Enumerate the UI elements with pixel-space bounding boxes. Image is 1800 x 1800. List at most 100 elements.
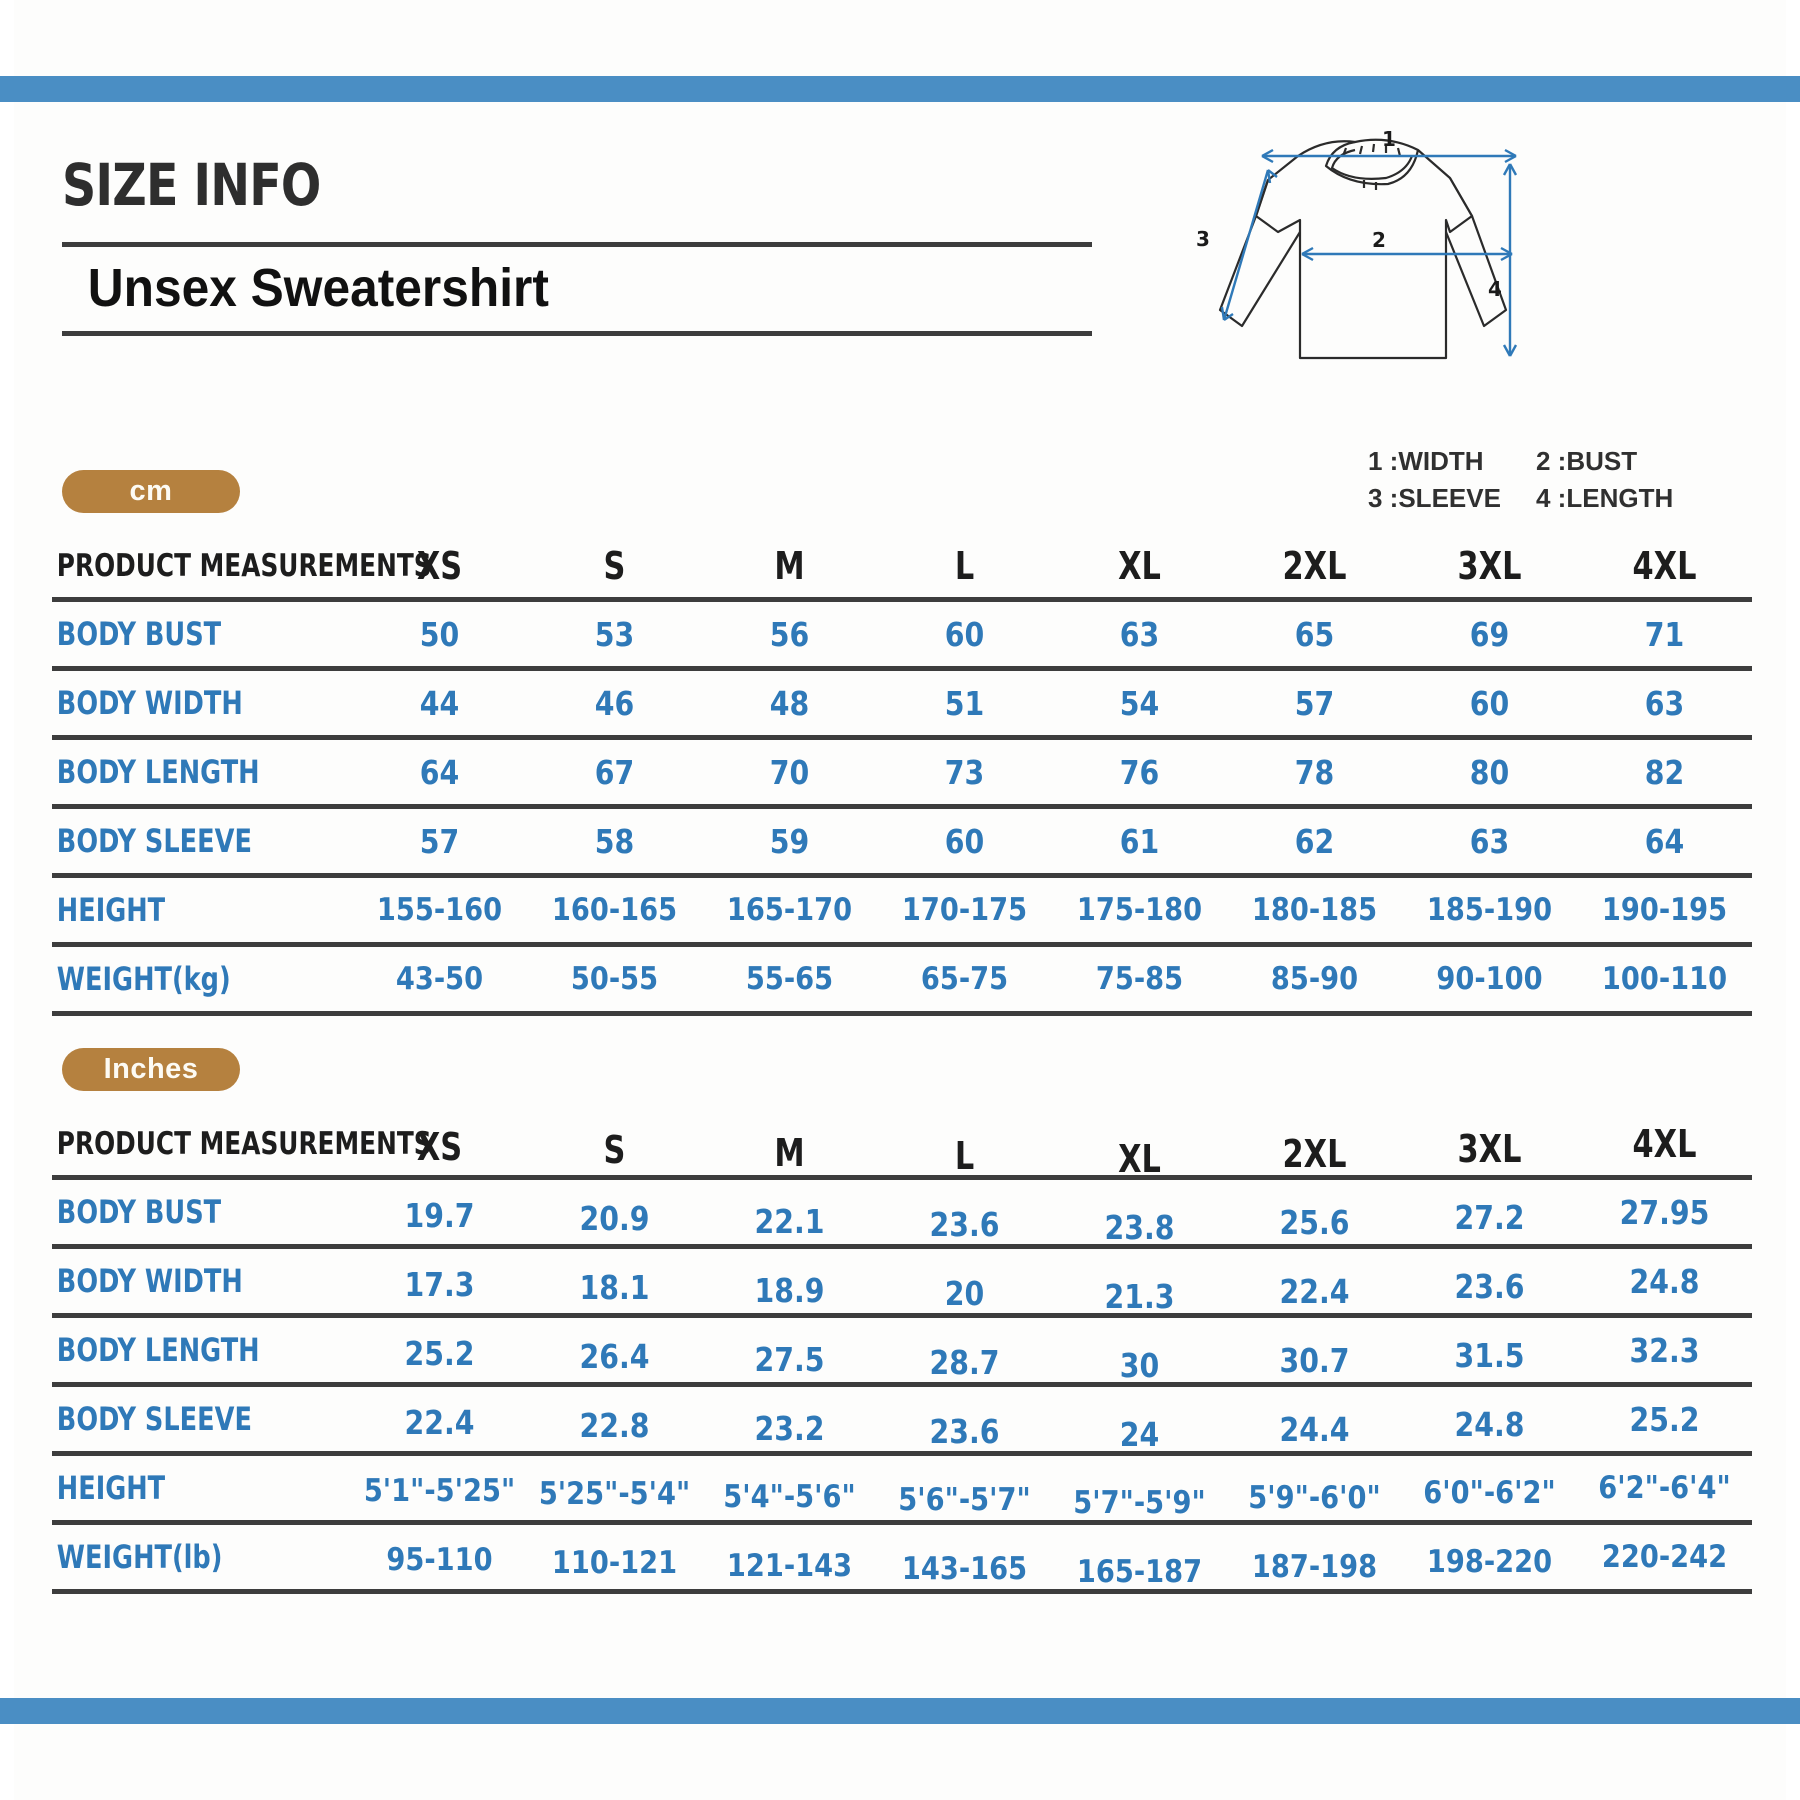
table-cell: 60 xyxy=(944,821,985,861)
legend-row: 3 :SLEEVE 4 :LENGTH xyxy=(1368,480,1704,517)
table-cell: 20 xyxy=(944,1273,985,1313)
marker-1-label: 1 xyxy=(1382,127,1396,151)
table-cell: 5'25"-5'4" xyxy=(538,1476,691,1512)
table-cell: 76 xyxy=(1119,752,1160,792)
table-cell: 23.6 xyxy=(929,1411,1000,1451)
table-cell: 220-242 xyxy=(1601,1539,1728,1575)
table-cell: 24.8 xyxy=(1454,1404,1525,1444)
page-subtitle: Unsex Sweatershirt xyxy=(87,257,549,318)
column-header-size: XS xyxy=(416,1125,463,1169)
table-cell: 165-187 xyxy=(1076,1554,1203,1590)
table-cell: 48 xyxy=(769,683,810,723)
table-cell: 165-170 xyxy=(726,892,853,928)
table-cell: 26.4 xyxy=(579,1336,650,1376)
table-cell: 6'0"-6'2" xyxy=(1423,1475,1556,1511)
column-header-measurements: PRODUCT MEASUREMENTS xyxy=(56,1126,432,1162)
table-row: HEIGHT 5'1"-5'25" 5'25"-5'4" 5'4"-5'6" 5'6"-… xyxy=(52,1456,1752,1521)
column-header-size: S xyxy=(603,544,626,588)
column-header-size: XL xyxy=(1118,1137,1161,1181)
size-table-cm: PRODUCT MEASUREMENTS XS S M L XL 2XL 3XL 4XL BODY… xyxy=(52,535,1752,1016)
table-cell: 46 xyxy=(594,683,635,723)
row-divider xyxy=(52,942,1752,947)
table-cell: 27.95 xyxy=(1619,1192,1710,1232)
table-cell: 58 xyxy=(594,821,635,861)
row-label: HEIGHT xyxy=(56,1469,166,1507)
row-label: BODY BUST xyxy=(56,1193,222,1231)
row-divider xyxy=(52,1451,1752,1456)
row-divider xyxy=(52,1175,1752,1180)
column-header-size: 2XL xyxy=(1282,1132,1347,1176)
table-cell: 50-55 xyxy=(570,961,659,997)
column-header-size: 3XL xyxy=(1457,544,1522,588)
column-header-size: XS xyxy=(416,544,463,588)
table-cell: 67 xyxy=(594,752,635,792)
table-cell: 22.8 xyxy=(579,1405,650,1445)
column-header-size: 2XL xyxy=(1282,544,1347,588)
title-rule-bottom xyxy=(62,330,1092,336)
row-divider xyxy=(52,873,1752,878)
table-row: BODY SLEEVE 57 58 59 60 61 62 63 64 xyxy=(52,809,1752,873)
table-cell: 53 xyxy=(594,614,635,654)
table-cell: 60 xyxy=(944,614,985,654)
table-cell: 23.8 xyxy=(1104,1207,1175,1247)
table-cell: 61 xyxy=(1119,821,1160,861)
table-cell: 64 xyxy=(419,752,460,792)
unit-badge-inches: Inches xyxy=(62,1048,240,1091)
table-cell: 24 xyxy=(1119,1414,1160,1454)
table-cell: 73 xyxy=(944,752,985,792)
marker-3-label: 3 xyxy=(1196,227,1210,251)
row-divider xyxy=(52,1313,1752,1318)
table-cell: 21.3 xyxy=(1104,1276,1175,1316)
table-cell: 110-121 xyxy=(551,1545,678,1581)
table-row: BODY LENGTH 25.2 26.4 27.5 28.7 30 30.7 31.5 32.… xyxy=(52,1318,1752,1385)
table-cell: 198-220 xyxy=(1426,1544,1553,1580)
row-divider xyxy=(52,1520,1752,1525)
table-cell: 5'1"-5'25" xyxy=(363,1473,516,1509)
table-row: BODY BUST 50 53 56 60 63 65 69 71 xyxy=(52,602,1752,666)
table-row: BODY BUST 19.7 20.9 22.1 23.6 23.8 25.6 27.2 27.… xyxy=(52,1180,1752,1247)
table-row: BODY SLEEVE 22.4 22.8 23.2 23.6 24 24.4 24.8 25.… xyxy=(52,1387,1752,1454)
table-cell: 24.8 xyxy=(1629,1261,1700,1301)
table-cell: 65-75 xyxy=(920,961,1009,997)
row-divider xyxy=(52,735,1752,740)
legend-item-length: 4 :LENGTH xyxy=(1536,482,1674,513)
table-cell: 78 xyxy=(1294,752,1335,792)
table-cell: 25.6 xyxy=(1279,1202,1350,1242)
table-cell: 6'2"-6'4" xyxy=(1598,1470,1731,1506)
table-cell: 27.2 xyxy=(1454,1197,1525,1237)
table-cell: 5'6"-5'7" xyxy=(898,1482,1031,1518)
table-cell: 22.4 xyxy=(404,1402,475,1442)
table-cell: 24.4 xyxy=(1279,1409,1350,1449)
table-cell: 90-100 xyxy=(1436,961,1543,997)
table-cell: 82 xyxy=(1644,752,1685,792)
row-label: BODY SLEEVE xyxy=(56,1400,252,1438)
table-row: WEIGHT(lb) 95-110 110-121 121-143 143-165 165… xyxy=(52,1525,1752,1590)
table-cell: 25.2 xyxy=(404,1333,475,1373)
row-label: WEIGHT(lb) xyxy=(56,1538,223,1576)
table-cell: 185-190 xyxy=(1426,892,1553,928)
column-header-size: L xyxy=(954,544,975,588)
table-cell: 69 xyxy=(1469,614,1510,654)
table-cell: 23.6 xyxy=(929,1204,1000,1244)
table-cell: 18.9 xyxy=(754,1270,825,1310)
column-header-size: 4XL xyxy=(1632,1122,1697,1166)
table-cell: 31.5 xyxy=(1454,1335,1525,1375)
table-cell: 30 xyxy=(1119,1345,1160,1385)
diagram-legend: 1 :WIDTH 2 :BUST 3 :SLEEVE 4 :LENGTH xyxy=(1368,443,1704,517)
table-cell: 27.5 xyxy=(754,1339,825,1379)
table-cell: 175-180 xyxy=(1076,892,1203,928)
row-divider xyxy=(52,597,1752,602)
table-cell: 23.2 xyxy=(754,1408,825,1448)
table-cell: 22.4 xyxy=(1279,1271,1350,1311)
table-cell: 143-165 xyxy=(901,1551,1028,1587)
table-cell: 28.7 xyxy=(929,1342,1000,1382)
row-label: HEIGHT xyxy=(56,891,166,929)
column-header-size: L xyxy=(954,1134,975,1178)
table-cell: 51 xyxy=(944,683,985,723)
top-accent-bar xyxy=(0,76,1800,102)
table-cell: 5'7"-5'9" xyxy=(1073,1485,1206,1521)
column-header-size: M xyxy=(774,544,805,588)
table-cell: 56 xyxy=(769,614,810,654)
garment-diagram: 1 2 3 4 xyxy=(1150,120,1570,390)
table-cell: 55-65 xyxy=(745,961,834,997)
